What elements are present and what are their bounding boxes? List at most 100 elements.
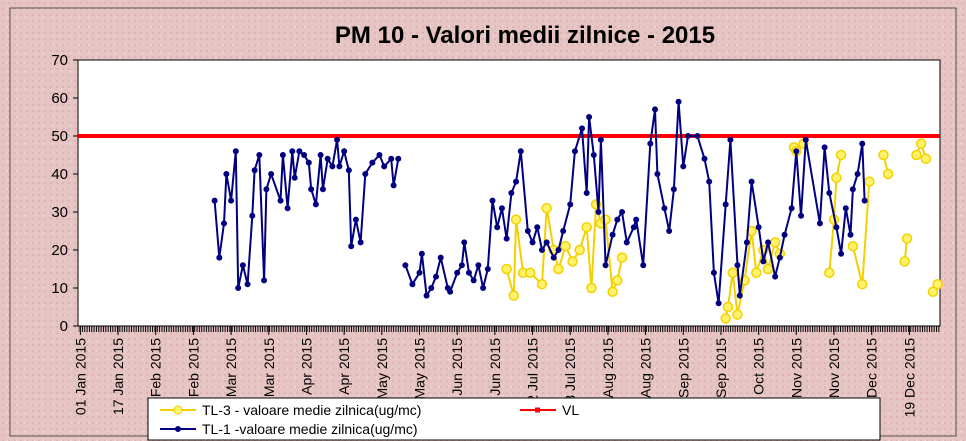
data-point <box>619 209 626 215</box>
data-point <box>710 269 717 276</box>
data-point <box>536 278 548 290</box>
data-point <box>859 140 866 147</box>
data-point <box>312 201 319 208</box>
data-point <box>878 149 889 161</box>
legend-marker <box>173 405 183 415</box>
data-point <box>560 228 567 234</box>
data-point <box>602 262 609 269</box>
data-point <box>437 254 444 261</box>
data-point <box>574 244 585 256</box>
y-tick-label: 10 <box>51 280 68 297</box>
x-tick-label: 29 Aug 2015 <box>638 338 654 417</box>
x-tick-label: 28 Jul 2015 <box>562 338 578 411</box>
y-tick-label: 50 <box>51 128 68 145</box>
legend-marker <box>535 407 540 413</box>
data-point <box>329 163 336 170</box>
data-point <box>633 216 640 223</box>
x-tick-label: 17 Jan 2015 <box>110 338 126 415</box>
y-tick-label: 20 <box>51 242 68 259</box>
data-point <box>538 247 545 253</box>
data-point <box>319 186 326 193</box>
data-point <box>666 228 673 234</box>
data-point <box>831 172 842 184</box>
data-point <box>748 178 755 185</box>
y-tick-label: 60 <box>51 90 68 107</box>
y-tick-label: 0 <box>60 318 68 335</box>
data-point <box>838 250 845 257</box>
data-point <box>268 171 275 177</box>
data-point <box>661 205 668 212</box>
data-point <box>553 263 564 275</box>
data-point <box>899 256 910 267</box>
data-point <box>305 159 312 166</box>
x-tick-label: 12 Jul 2015 <box>525 338 541 411</box>
data-point <box>614 216 621 223</box>
data-point <box>590 152 597 158</box>
data-point <box>494 224 501 231</box>
data-point <box>609 231 616 238</box>
data-point <box>541 202 552 214</box>
data-point <box>772 273 779 280</box>
data-point <box>675 98 682 105</box>
data-point <box>352 216 359 223</box>
data-point <box>623 239 630 246</box>
data-point <box>835 149 847 161</box>
data-point <box>833 224 840 231</box>
data-point <box>640 262 647 269</box>
data-point <box>357 239 364 246</box>
x-tick-label: 02 Feb 2015 <box>148 338 164 417</box>
data-point <box>470 277 477 284</box>
data-point <box>798 212 805 219</box>
data-point <box>630 224 637 231</box>
data-point <box>857 278 868 290</box>
legend: TL-3 - valoare medie zilnica(ug/mc) VL TL-… <box>147 397 881 441</box>
data-point <box>567 201 574 208</box>
data-point <box>555 247 562 253</box>
data-point <box>861 197 868 204</box>
data-point <box>612 275 623 286</box>
x-tick-label: 26 Jun 2015 <box>487 338 503 415</box>
x-tick-label: 07 Apr 2015 <box>298 338 314 414</box>
data-point <box>715 300 722 307</box>
legend-label: VL <box>562 402 579 418</box>
x-tick-label: 13 Aug 2015 <box>600 338 616 417</box>
y-tick-label: 30 <box>51 204 68 221</box>
data-point <box>402 262 409 269</box>
data-point <box>734 262 741 269</box>
data-point <box>751 267 762 279</box>
data-point <box>256 152 263 158</box>
data-point <box>607 286 618 298</box>
data-point <box>864 176 875 187</box>
data-point <box>927 286 939 298</box>
y-tick-label: 70 <box>51 52 68 69</box>
data-point <box>571 148 578 155</box>
data-point <box>223 171 230 177</box>
data-point <box>901 233 913 244</box>
data-point <box>534 224 541 231</box>
data-point <box>529 239 536 246</box>
chart-title: PM 10 - Valori medii zilnice - 2015 <box>334 22 716 49</box>
legend-label: TL-1 -valoare medie zilnica(ug/mc) <box>202 421 418 437</box>
data-point <box>484 266 491 272</box>
data-point <box>793 148 800 155</box>
data-point <box>308 186 315 193</box>
x-tick-label: 19 Dec 2015 <box>901 338 917 418</box>
data-point <box>296 148 303 155</box>
data-point <box>762 263 774 275</box>
data-point <box>409 281 416 288</box>
data-point <box>694 133 701 139</box>
data-point <box>654 171 661 177</box>
data-point <box>543 239 550 246</box>
data-point <box>847 240 859 252</box>
data-point <box>341 148 348 155</box>
data-point <box>348 243 355 250</box>
data-point <box>882 168 894 180</box>
data-point <box>465 269 472 276</box>
data-point <box>211 197 218 204</box>
data-point <box>600 214 611 225</box>
data-point <box>369 159 376 166</box>
data-point <box>701 155 708 162</box>
data-point <box>277 197 284 204</box>
data-point <box>501 263 512 275</box>
data-point <box>743 239 750 246</box>
